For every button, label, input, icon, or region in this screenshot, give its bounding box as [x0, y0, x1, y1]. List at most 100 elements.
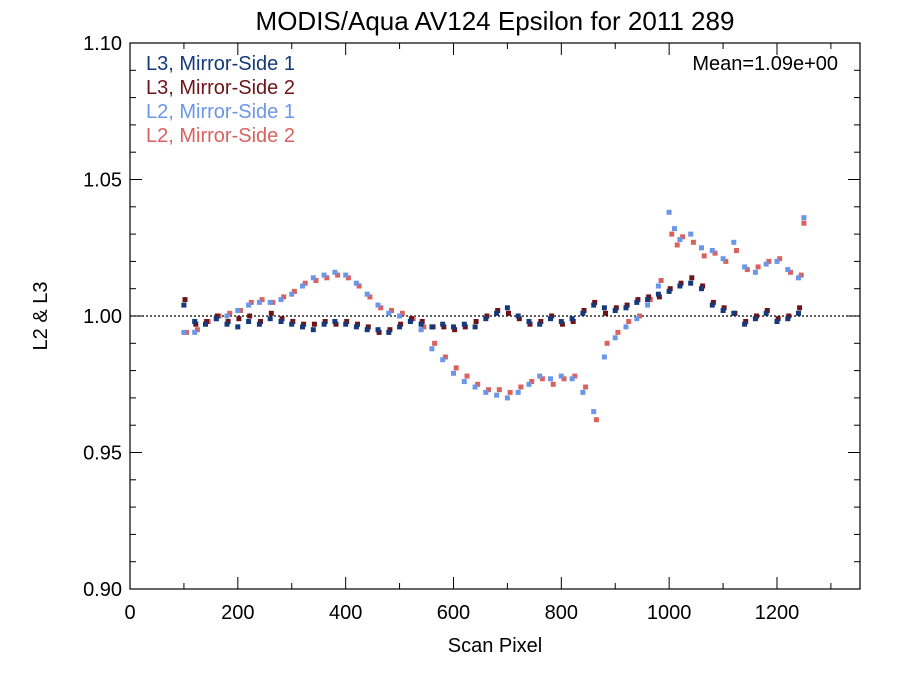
data-point — [763, 310, 769, 316]
data-point — [677, 237, 683, 243]
data-point — [801, 215, 807, 221]
data-point — [333, 321, 339, 327]
data-point — [214, 313, 220, 319]
data-point — [483, 389, 489, 395]
data-point — [332, 319, 338, 324]
data-point — [267, 316, 273, 322]
data-point — [612, 335, 618, 341]
data-point — [796, 310, 801, 316]
data-point — [289, 291, 295, 297]
legend-entry: L2, Mirror-Side 2 — [146, 125, 295, 147]
data-point — [486, 387, 491, 393]
x-tick-label: 400 — [329, 602, 362, 624]
data-point — [386, 329, 392, 335]
data-point — [655, 283, 661, 289]
data-point — [281, 294, 287, 300]
data-point — [311, 321, 317, 327]
data-point — [688, 280, 694, 286]
data-point — [375, 302, 381, 308]
data-point — [278, 319, 284, 324]
data-point — [386, 310, 392, 316]
data-point — [473, 319, 479, 324]
legend-entry: L3, Mirror-Side 2 — [146, 77, 295, 99]
data-point — [355, 321, 360, 327]
x-tick-label: 1200 — [755, 602, 800, 624]
data-point — [601, 354, 607, 360]
data-point — [658, 278, 664, 283]
data-point — [343, 272, 349, 278]
data-point — [322, 319, 328, 324]
x-tick-label: 0 — [124, 602, 135, 624]
data-point — [484, 313, 490, 319]
data-point — [389, 308, 394, 313]
data-point — [290, 319, 296, 324]
data-point — [397, 313, 403, 319]
x-tick-label: 1000 — [647, 602, 692, 624]
data-point — [429, 324, 435, 330]
data-point — [645, 302, 651, 308]
data-point — [755, 264, 761, 270]
data-point — [623, 305, 629, 311]
data-point — [238, 308, 243, 313]
data-point — [775, 316, 781, 322]
data-point — [701, 253, 707, 259]
data-point — [635, 297, 641, 303]
data-point — [181, 329, 187, 335]
data-point — [442, 354, 448, 360]
data-point — [666, 288, 672, 294]
data-point — [580, 310, 586, 316]
legend: L3, Mirror-Side 1L3, Mirror-Side 2 L2, Mi… — [146, 53, 295, 147]
x-tick-label: 200 — [221, 602, 254, 624]
data-point — [583, 384, 589, 390]
data-point — [612, 308, 618, 313]
data-point — [647, 297, 653, 303]
data-point — [504, 395, 510, 401]
data-point — [591, 302, 597, 308]
data-point — [604, 340, 610, 346]
y-tick-label: 1.00 — [83, 306, 122, 328]
data-point — [278, 297, 284, 303]
y-axis-ticks: 0.90 0.95 1.00 1.05 1.10 — [83, 33, 860, 601]
data-point — [332, 269, 338, 275]
data-point — [558, 319, 564, 324]
data-point — [235, 308, 241, 313]
data-point — [247, 313, 253, 319]
data-point — [418, 321, 424, 327]
data-point — [561, 376, 567, 382]
data-point — [615, 329, 621, 335]
data-point — [674, 242, 680, 248]
data-point — [538, 319, 544, 324]
data-point — [699, 286, 704, 292]
data-point — [483, 316, 489, 322]
data-point — [310, 327, 316, 333]
data-point — [376, 329, 382, 335]
data-point — [796, 275, 801, 281]
data-point — [367, 294, 373, 300]
data-point — [440, 357, 446, 363]
data-point — [507, 389, 513, 395]
data-point — [572, 373, 578, 379]
data-point — [672, 226, 677, 232]
data-point — [731, 239, 737, 245]
data-point — [516, 316, 522, 322]
data-point — [646, 294, 652, 300]
data-point — [785, 267, 791, 273]
data-point — [184, 329, 190, 335]
data-point — [440, 321, 446, 327]
y-tick-label: 0.95 — [83, 443, 122, 465]
legend-entry: L3, Mirror-Side 1 — [146, 53, 295, 75]
data-point — [581, 308, 587, 313]
data-point — [603, 310, 608, 316]
chart-title: MODIS/Aqua AV124 Epsilon for 2011 289 — [256, 6, 735, 36]
data-point — [656, 294, 662, 300]
data-point — [387, 327, 393, 333]
data-point — [475, 381, 481, 387]
data-point — [518, 384, 524, 390]
data-point — [720, 256, 726, 262]
data-point — [453, 365, 459, 371]
data-point — [743, 319, 749, 324]
data-point — [203, 321, 208, 327]
data-point — [259, 297, 265, 303]
data-point — [267, 299, 273, 305]
